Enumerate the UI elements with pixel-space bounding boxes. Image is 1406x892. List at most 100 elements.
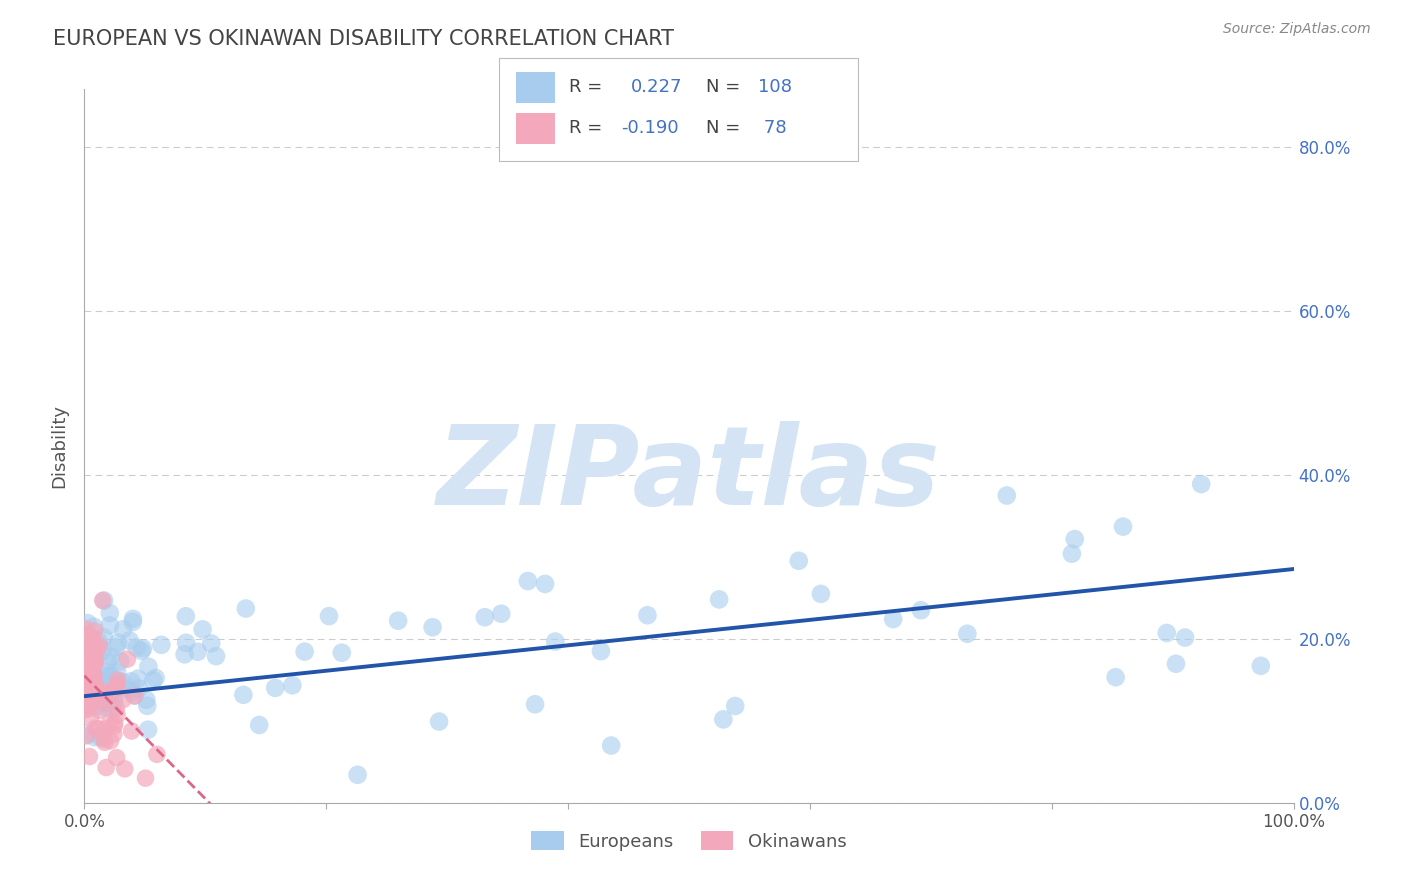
Point	[76, 657, 98, 672]
Point	[75, 655, 97, 669]
Point	[91, 593, 114, 607]
Point	[491, 607, 513, 621]
Point	[80, 630, 103, 644]
Point	[100, 649, 122, 664]
Text: EUROPEAN VS OKINAWAN DISABILITY CORRELATION CHART: EUROPEAN VS OKINAWAN DISABILITY CORRELAT…	[53, 29, 675, 49]
Point	[534, 577, 557, 591]
Point	[104, 673, 127, 688]
Point	[107, 635, 129, 649]
Text: 78: 78	[758, 119, 786, 136]
Point	[79, 642, 101, 657]
Point	[111, 675, 134, 690]
Point	[232, 688, 254, 702]
Point	[1112, 519, 1135, 533]
Point	[73, 684, 96, 698]
Point	[107, 673, 129, 687]
Point	[75, 658, 97, 673]
Point	[114, 762, 136, 776]
Point	[86, 698, 108, 713]
Point	[112, 692, 135, 706]
Point	[84, 686, 107, 700]
Point	[76, 661, 98, 675]
Point	[80, 711, 103, 725]
Point	[79, 648, 101, 662]
Point	[75, 683, 97, 698]
Point	[100, 685, 122, 699]
Point	[75, 670, 97, 684]
Point	[76, 690, 98, 705]
Point	[174, 609, 197, 624]
Point	[200, 636, 222, 650]
Point	[75, 622, 97, 636]
Point	[136, 698, 159, 713]
Point	[83, 669, 105, 683]
Point	[83, 668, 105, 682]
Point	[83, 620, 105, 634]
Point	[330, 646, 353, 660]
Point	[93, 699, 115, 714]
Point	[810, 587, 832, 601]
Point	[93, 722, 115, 736]
Point	[121, 724, 143, 739]
Point	[103, 693, 125, 707]
Point	[86, 641, 108, 656]
Point	[76, 727, 98, 741]
Point	[84, 650, 107, 665]
Point	[82, 685, 104, 699]
Point	[89, 676, 111, 690]
Point	[264, 681, 287, 695]
Point	[128, 681, 150, 696]
Point	[91, 644, 114, 658]
Point	[97, 655, 120, 669]
Point	[75, 654, 97, 668]
Point	[474, 610, 496, 624]
Point	[110, 654, 132, 668]
Point	[76, 685, 98, 699]
Point	[87, 722, 110, 736]
Point	[89, 730, 111, 744]
Point	[1164, 657, 1187, 671]
Point	[1104, 670, 1126, 684]
Point	[93, 732, 115, 747]
Point	[1174, 631, 1197, 645]
Point	[76, 702, 98, 716]
Point	[138, 659, 160, 673]
Point	[135, 692, 157, 706]
Point	[73, 636, 96, 650]
Point	[711, 712, 734, 726]
Point	[98, 606, 121, 620]
Point	[882, 612, 904, 626]
Point	[104, 681, 127, 695]
Point	[79, 658, 101, 673]
Point	[589, 644, 612, 658]
Point	[104, 640, 127, 655]
Point	[76, 629, 98, 643]
Point	[105, 677, 128, 691]
Point	[600, 739, 623, 753]
Point	[98, 668, 121, 682]
Point	[89, 638, 111, 652]
Point	[82, 640, 104, 655]
Point	[84, 668, 107, 682]
Point	[84, 721, 107, 735]
Point	[127, 672, 149, 686]
Point	[93, 630, 115, 644]
Text: -0.190: -0.190	[621, 119, 679, 136]
Point	[387, 614, 409, 628]
Point	[1063, 532, 1085, 546]
Point	[89, 703, 111, 717]
Point	[84, 679, 107, 693]
Point	[1060, 547, 1083, 561]
Point	[75, 648, 97, 662]
Point	[103, 719, 125, 733]
Point	[75, 690, 97, 705]
Point	[636, 608, 658, 623]
Point	[115, 681, 138, 696]
Point	[73, 639, 96, 653]
Point	[120, 674, 142, 689]
Point	[101, 702, 124, 716]
Point	[1156, 626, 1178, 640]
Point	[112, 622, 135, 636]
Text: R =: R =	[569, 119, 603, 136]
Point	[318, 609, 340, 624]
